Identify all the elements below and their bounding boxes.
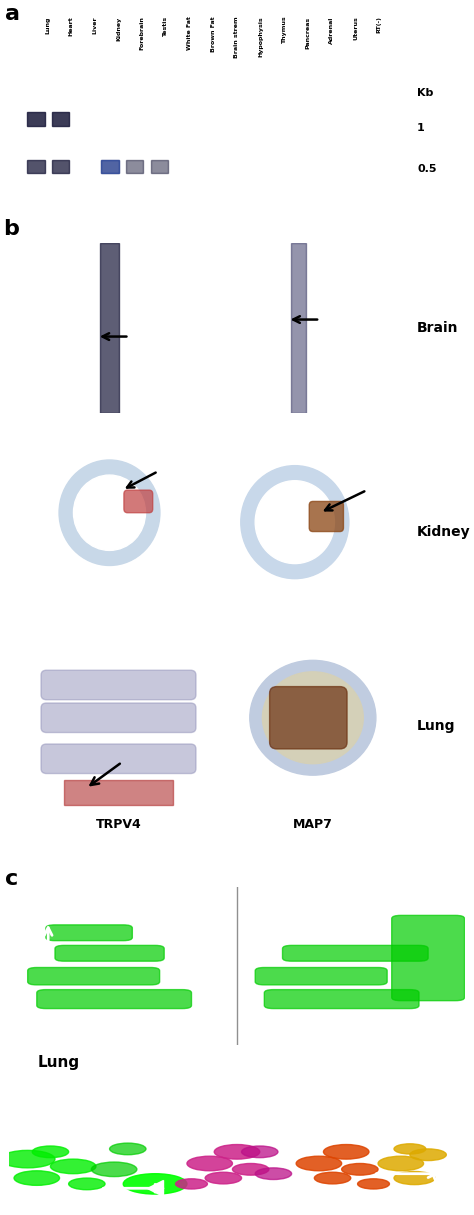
Circle shape (59, 460, 160, 565)
FancyBboxPatch shape (270, 686, 347, 748)
Bar (101, 160, 118, 173)
FancyBboxPatch shape (37, 989, 191, 1008)
Text: Lung: Lung (417, 719, 456, 733)
Text: Brain: Brain (417, 321, 459, 335)
FancyBboxPatch shape (124, 490, 153, 513)
FancyBboxPatch shape (41, 671, 196, 700)
Text: Brain strem: Brain strem (235, 17, 239, 58)
Text: Kidney: Kidney (417, 525, 471, 538)
Bar (27, 160, 45, 173)
Text: 1: 1 (417, 123, 425, 134)
FancyBboxPatch shape (41, 703, 196, 733)
Bar (27, 112, 45, 126)
Text: Pancreas: Pancreas (306, 17, 310, 49)
Circle shape (323, 1145, 369, 1159)
Bar (151, 160, 168, 173)
Bar (64, 780, 173, 804)
Text: Lung: Lung (45, 17, 50, 34)
Circle shape (73, 475, 146, 550)
Text: Hypophysis: Hypophysis (258, 17, 263, 57)
Text: Forebrain: Forebrain (140, 17, 145, 50)
Circle shape (109, 1143, 146, 1154)
Circle shape (394, 1171, 435, 1185)
Circle shape (214, 1145, 260, 1159)
Circle shape (394, 1143, 426, 1154)
FancyBboxPatch shape (27, 967, 160, 985)
Circle shape (175, 1179, 208, 1189)
FancyBboxPatch shape (41, 744, 196, 774)
Text: White Fat: White Fat (187, 17, 192, 50)
Text: a: a (5, 4, 20, 24)
FancyBboxPatch shape (255, 967, 387, 985)
Circle shape (314, 1172, 351, 1183)
Circle shape (0, 1151, 55, 1168)
Circle shape (342, 1164, 378, 1175)
Circle shape (255, 481, 335, 564)
Text: Uterus: Uterus (353, 17, 358, 40)
Text: RT(-): RT(-) (377, 17, 382, 33)
Bar (52, 160, 69, 173)
Text: Thymus: Thymus (282, 17, 287, 44)
Text: Heart: Heart (69, 17, 73, 36)
Text: MAP7: MAP7 (293, 818, 333, 831)
FancyBboxPatch shape (309, 502, 344, 532)
Circle shape (69, 1179, 105, 1189)
Circle shape (123, 1174, 187, 1194)
Circle shape (232, 1164, 269, 1175)
Circle shape (242, 1146, 278, 1158)
Text: Kidney: Kidney (116, 17, 121, 41)
FancyBboxPatch shape (283, 945, 428, 961)
Text: Kb: Kb (417, 87, 434, 98)
Bar (100, 243, 118, 413)
Bar (101, 160, 118, 173)
Text: Brown Fat: Brown Fat (211, 17, 216, 52)
Text: Liver: Liver (92, 17, 97, 34)
Circle shape (410, 1149, 447, 1160)
Circle shape (14, 1171, 60, 1186)
Text: c: c (5, 869, 18, 888)
FancyBboxPatch shape (55, 945, 164, 961)
Text: TRPV4: TRPV4 (96, 818, 141, 831)
Text: Lung: Lung (38, 1055, 80, 1069)
Circle shape (32, 1146, 69, 1158)
Text: Adrenal: Adrenal (329, 17, 334, 44)
FancyBboxPatch shape (46, 925, 132, 940)
Bar (52, 112, 69, 126)
Circle shape (255, 1168, 292, 1180)
Circle shape (263, 672, 363, 764)
Text: b: b (3, 219, 18, 239)
FancyBboxPatch shape (264, 989, 419, 1008)
Circle shape (378, 1157, 424, 1171)
Circle shape (50, 1159, 96, 1174)
Circle shape (357, 1179, 390, 1189)
Text: 0.5: 0.5 (417, 164, 437, 175)
Text: Testis: Testis (164, 17, 168, 36)
Circle shape (296, 1157, 342, 1171)
Circle shape (91, 1162, 137, 1176)
Circle shape (250, 661, 376, 775)
Bar (291, 243, 306, 413)
Bar (126, 160, 143, 173)
Circle shape (241, 465, 349, 578)
Circle shape (187, 1157, 232, 1171)
FancyBboxPatch shape (392, 915, 465, 1001)
Circle shape (205, 1172, 242, 1183)
